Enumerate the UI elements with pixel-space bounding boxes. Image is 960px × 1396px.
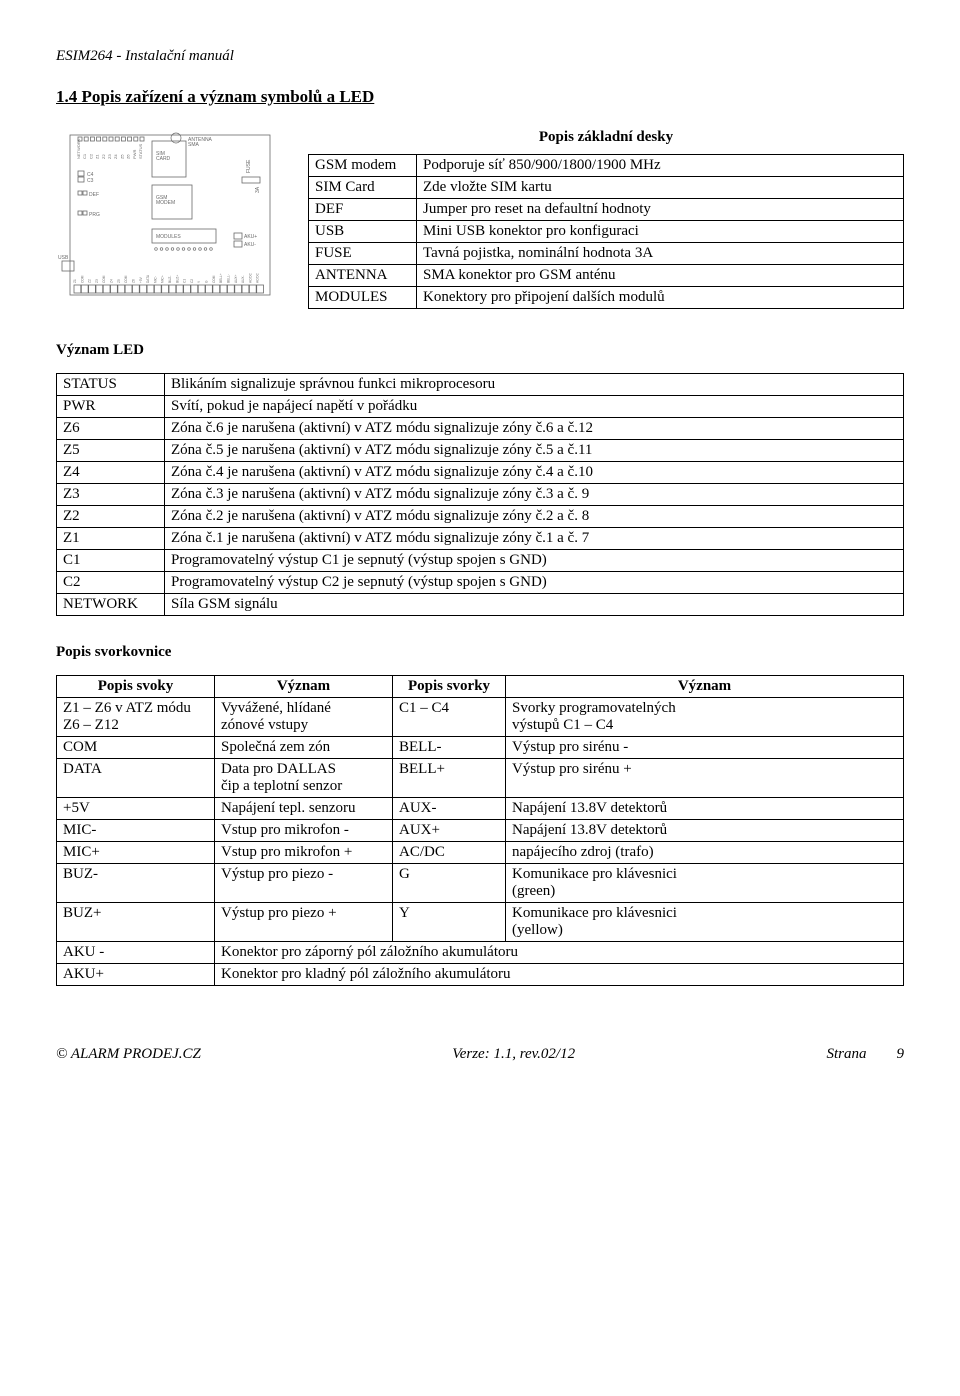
page-footer: © ALARM PRODEJ.CZ Verze: 1.1, rev.02/12 …	[56, 1046, 904, 1063]
table-row: AKU+Konektor pro kladný pól záložního ak…	[57, 964, 904, 986]
table-row: DATAData pro DALLAS čip a teplotní senzo…	[57, 759, 904, 798]
svg-text:COM: COM	[212, 275, 216, 283]
svg-text:AUX+: AUX+	[234, 274, 238, 283]
svg-text:AUX-: AUX-	[241, 275, 245, 283]
section-title: 1.4 Popis zařízení a význam symbolů a LE…	[56, 87, 904, 107]
svg-text:BELL-: BELL-	[226, 274, 230, 283]
svg-text:SIMCARD: SIMCARD	[156, 151, 171, 162]
svg-text:C2: C2	[88, 153, 93, 159]
table-row: NETWORKSíla GSM signálu	[57, 594, 904, 616]
svg-text:ANTENNASMA: ANTENNASMA	[188, 137, 213, 148]
desc-section-title: Popis základní desky	[308, 129, 904, 146]
table-row: USBMini USB konektor pro konfiguraci	[309, 221, 904, 243]
table-row: MIC+Vstup pro mikrofon +AC/DCnapájecího …	[57, 842, 904, 864]
svg-text:BELL+: BELL+	[219, 273, 223, 283]
svg-text:MIC-: MIC-	[153, 276, 157, 283]
table-row: C2Programovatelný výstup C2 je sepnutý (…	[57, 572, 904, 594]
board-diagram: NETWORKC1C2Z1Z2Z3Z4Z5Z6PWRSTATUSSIMCARDG…	[56, 129, 284, 314]
table-row: Z6Zóna č.6 je narušena (aktivní) v ATZ m…	[57, 418, 904, 440]
svg-text:BUZ+: BUZ+	[175, 275, 179, 283]
svg-text:Z3: Z3	[107, 154, 112, 159]
svg-text:MODULES: MODULES	[156, 234, 181, 240]
svg-text:Z6: Z6	[126, 154, 131, 159]
table-row: COMSpolečná zem zónBELL-Výstup pro sirén…	[57, 737, 904, 759]
table-row: Z4Zóna č.4 je narušena (aktivní) v ATZ m…	[57, 462, 904, 484]
svg-text:AKU-: AKU-	[244, 242, 256, 248]
svg-text:MIC+: MIC+	[161, 275, 165, 283]
svg-text:Z2: Z2	[101, 154, 106, 159]
table-row: MIC-Vstup pro mikrofon -AUX+Napájení 13.…	[57, 820, 904, 842]
svg-text:USB: USB	[58, 255, 69, 261]
table-row: DEFJumper pro reset na defaultní hodnoty	[309, 199, 904, 221]
svg-text:C1: C1	[82, 153, 87, 159]
desc-table: GSM modemPodporuje síť 850/900/1800/1900…	[308, 154, 904, 309]
led-table: STATUSBlikáním signalizuje správnou funk…	[56, 373, 904, 616]
svg-text:Z3: Z3	[95, 279, 99, 283]
svg-text:STATUS: STATUS	[138, 143, 143, 159]
svg-text:C1: C1	[183, 279, 187, 283]
led-title: Význam LED	[56, 342, 904, 359]
svg-text:Z4: Z4	[113, 154, 118, 159]
table-row: +5VNapájení tepl. senzoruAUX-Napájení 13…	[57, 798, 904, 820]
svork-title: Popis svorkovnice	[56, 644, 904, 661]
svg-text:3A: 3A	[255, 186, 261, 193]
svg-text:Z4: Z4	[110, 279, 114, 283]
footer-center: Verze: 1.1, rev.02/12	[452, 1046, 575, 1063]
svg-text:AKU+: AKU+	[244, 234, 257, 240]
footer-right: Strana 9	[826, 1046, 904, 1063]
svg-text:FUSE: FUSE	[246, 159, 252, 173]
svg-text:COM: COM	[80, 275, 84, 283]
table-row: Z3Zóna č.3 je narušena (aktivní) v ATZ m…	[57, 484, 904, 506]
table-row: MODULESKonektory pro připojení dalších m…	[309, 287, 904, 309]
table-row: BUZ+Výstup pro piezo +YKomunikace pro kl…	[57, 903, 904, 942]
svg-text:DEF: DEF	[89, 192, 99, 198]
svg-text:PWR: PWR	[132, 150, 137, 159]
svork-table: Popis svokyVýznamPopis svorkyVýznamZ1 – …	[56, 675, 904, 986]
table-row: BUZ-Výstup pro piezo -GKomunikace pro kl…	[57, 864, 904, 903]
svg-text:Y: Y	[197, 280, 201, 283]
svg-text:PRG: PRG	[89, 212, 100, 218]
table-row: STATUSBlikáním signalizuje správnou funk…	[57, 374, 904, 396]
svg-text:+5V: +5V	[139, 276, 143, 283]
table-row: AKU -Konektor pro záporný pól záložního …	[57, 942, 904, 964]
svg-text:COM: COM	[124, 275, 128, 283]
table-row: PWRSvítí, pokud je napájecí napětí v poř…	[57, 396, 904, 418]
svg-text:Z5: Z5	[119, 154, 124, 159]
svg-text:Z1: Z1	[95, 154, 100, 159]
table-row: FUSETavná pojistka, nominální hodnota 3A	[309, 243, 904, 265]
page-header: ESIM264 - Instalační manuál	[56, 48, 904, 65]
table-row: Z1Zóna č.1 je narušena (aktivní) v ATZ m…	[57, 528, 904, 550]
svg-text:C2: C2	[190, 279, 194, 283]
table-row: C1Programovatelný výstup C1 je sepnutý (…	[57, 550, 904, 572]
svg-text:DATA: DATA	[146, 274, 150, 283]
table-row: Z2Zóna č.2 je narušena (aktivní) v ATZ m…	[57, 506, 904, 528]
svg-text:G: G	[205, 280, 209, 283]
svg-text:C3: C3	[87, 178, 94, 184]
svg-text:Z6: Z6	[131, 279, 135, 283]
svg-text:AC/DC: AC/DC	[256, 272, 260, 283]
svg-text:Z5: Z5	[117, 279, 121, 283]
svg-text:Z1: Z1	[73, 279, 77, 283]
table-row: ANTENNASMA konektor pro GSM anténu	[309, 265, 904, 287]
svg-text:BUZ-: BUZ-	[168, 276, 172, 283]
svg-text:COM: COM	[102, 275, 106, 283]
table-row: GSM modemPodporuje síť 850/900/1800/1900…	[309, 155, 904, 177]
svg-text:AC/DC: AC/DC	[248, 272, 252, 283]
table-row: SIM CardZde vložte SIM kartu	[309, 177, 904, 199]
footer-left: © ALARM PRODEJ.CZ	[56, 1046, 201, 1063]
svg-text:Z2: Z2	[88, 279, 92, 283]
svg-text:GSMMODEM: GSMMODEM	[156, 195, 175, 206]
table-row: Z5Zóna č.5 je narušena (aktivní) v ATZ m…	[57, 440, 904, 462]
table-row: Z1 – Z6 v ATZ módu Z6 – Z12Vyvážené, hlí…	[57, 698, 904, 737]
